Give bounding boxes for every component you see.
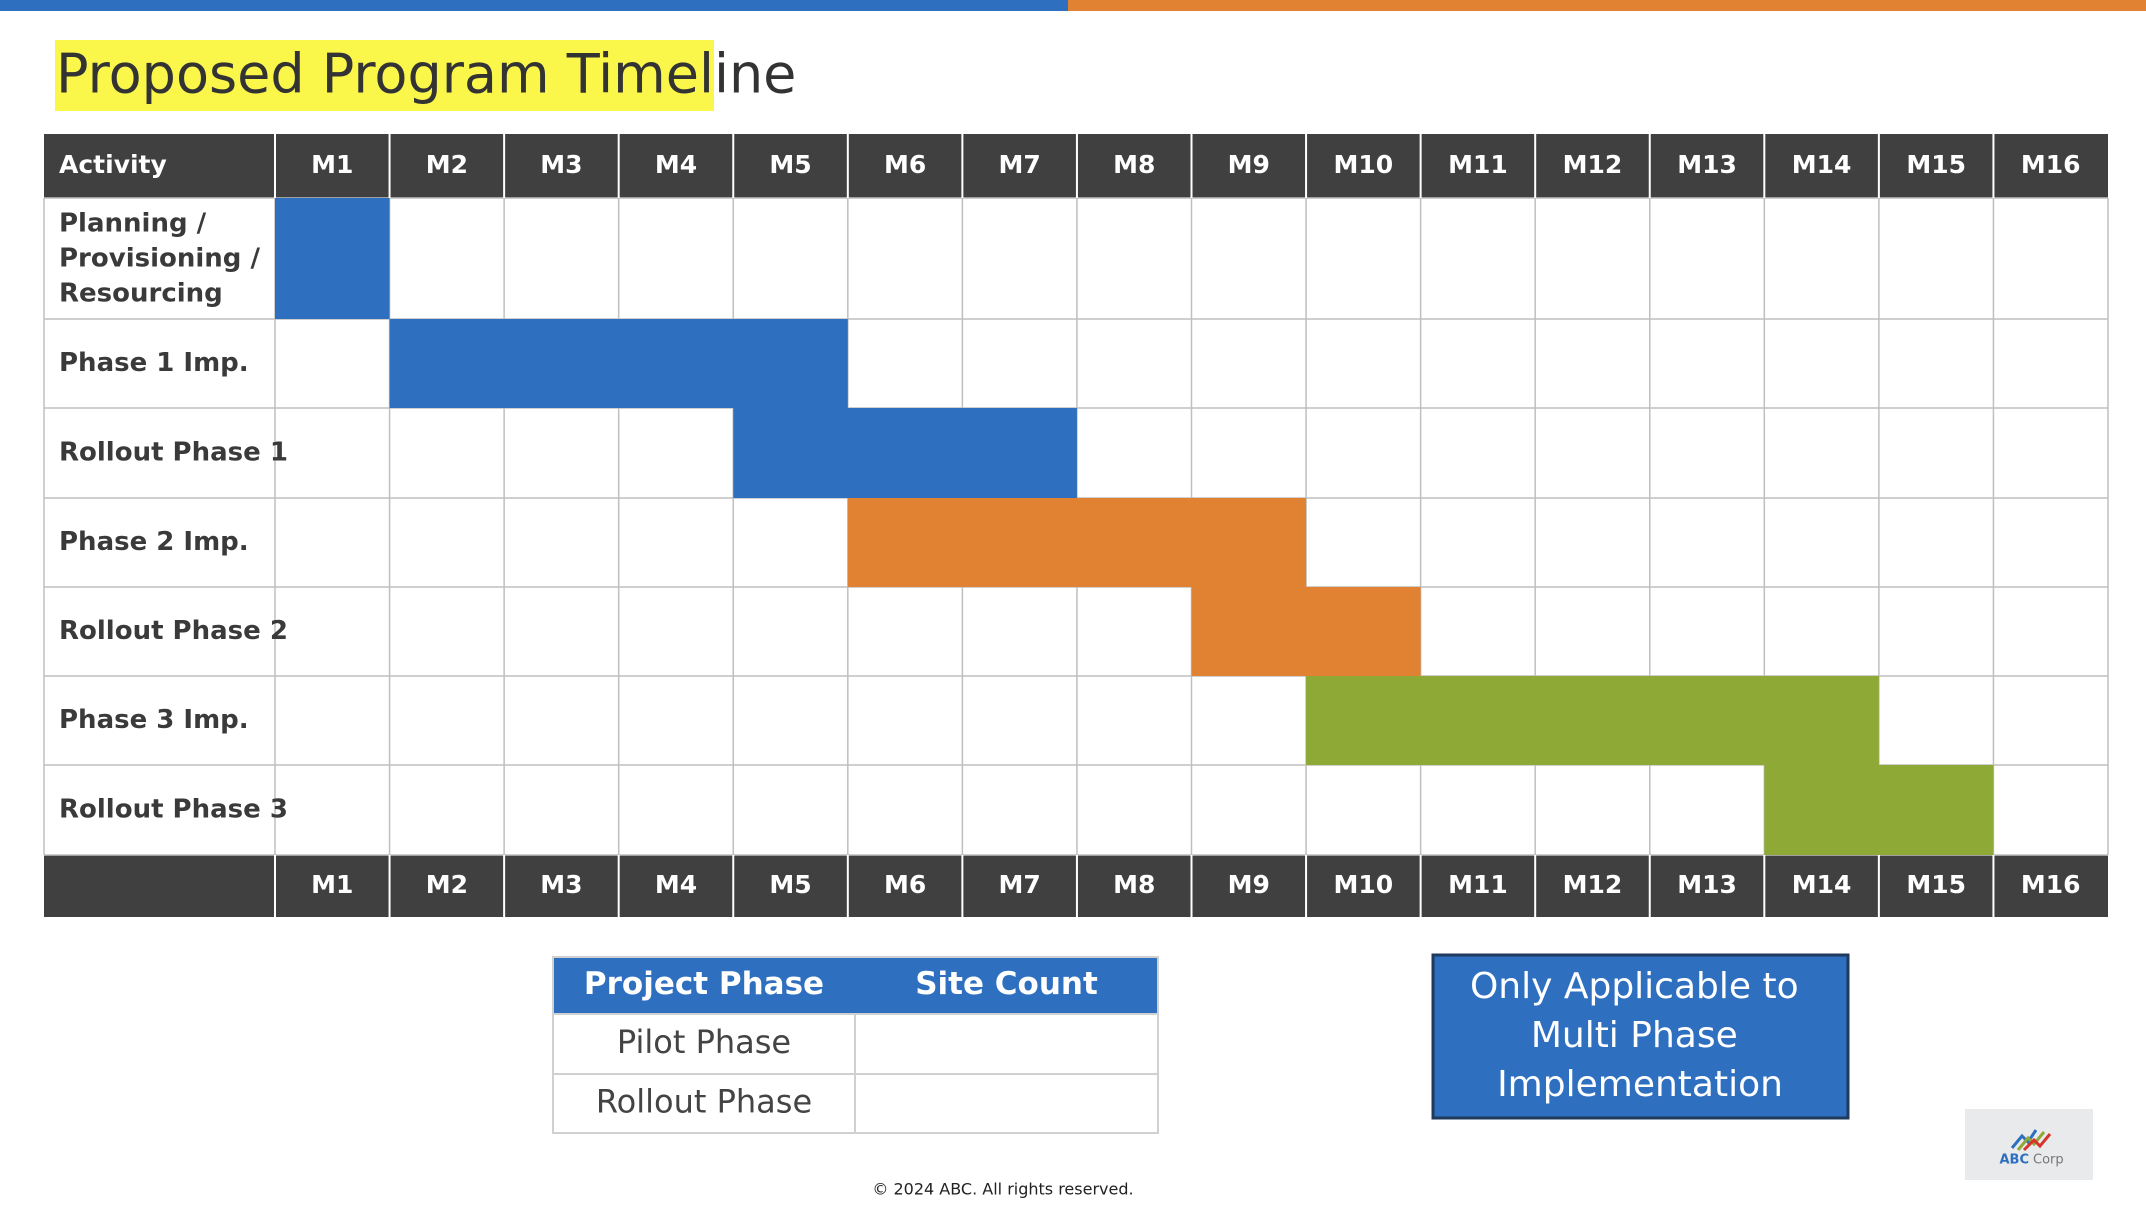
month-label-bottom: M16: [2021, 870, 2081, 899]
phase-name: Rollout Phase: [596, 1083, 812, 1121]
month-label-bottom: M11: [1448, 870, 1508, 899]
title-highlight: [55, 40, 714, 111]
month-label: M14: [1792, 150, 1852, 179]
month-label-bottom: M12: [1563, 870, 1623, 899]
gantt-bar: [847, 498, 1307, 587]
gantt-bar: [1306, 676, 1879, 765]
activity-label: Rollout Phase 1: [59, 438, 288, 468]
gantt-bar: [1764, 765, 1994, 855]
month-label: M15: [1906, 150, 1966, 179]
phase-table-header: [553, 957, 1158, 1014]
activity-label: Phase 2 Imp.: [59, 527, 249, 557]
month-label-bottom: M9: [1228, 870, 1270, 899]
month-label-bottom: M10: [1334, 870, 1394, 899]
month-label: M16: [2021, 150, 2081, 179]
month-label-bottom: M2: [426, 870, 468, 899]
activity-label: Phase 3 Imp.: [59, 705, 249, 735]
month-label: M2: [426, 150, 468, 179]
month-label-bottom: M15: [1906, 870, 1966, 899]
top-bar-blue: [0, 0, 1068, 11]
footer: © 2024 ABC. All rights reserved.: [872, 1180, 1133, 1199]
month-label: M13: [1677, 150, 1737, 179]
month-label-bottom: M4: [655, 870, 697, 899]
month-label: M9: [1228, 150, 1270, 179]
month-label: M7: [999, 150, 1041, 179]
month-label: M10: [1334, 150, 1394, 179]
gantt-bar: [733, 408, 1077, 498]
activity-label: Rollout Phase 2: [59, 616, 288, 646]
month-label: M3: [540, 150, 582, 179]
logo-brand: ABC: [1999, 1153, 2029, 1168]
activity-label: Planning / Provisioning / Resourcing: [59, 208, 269, 308]
top-bar-orange: [1068, 0, 2146, 11]
callout-box: [1431, 953, 1850, 1120]
logo-mark: [2010, 1129, 2052, 1152]
month-label-bottom: M13: [1677, 870, 1737, 899]
month-label: M4: [655, 150, 697, 179]
month-label-bottom: M8: [1113, 870, 1155, 899]
phase-table-cell: [552, 1013, 856, 1075]
phase-table-cell: [854, 1013, 1159, 1075]
gantt-bar: [275, 198, 390, 319]
month-label-bottom: M6: [884, 870, 926, 899]
activity-label: Phase 1 Imp.: [59, 348, 249, 378]
month-label-bottom: M7: [999, 870, 1041, 899]
month-label: M5: [769, 150, 811, 179]
phase-table-heading: Project Phase: [584, 966, 824, 1002]
phase-table-heading: Site Count: [915, 966, 1098, 1002]
phase-table-border: [552, 956, 1159, 1134]
month-label: M1: [311, 150, 353, 179]
activity-header: Activity: [59, 150, 167, 179]
gantt-bar: [1191, 587, 1421, 676]
month-label: M11: [1448, 150, 1508, 179]
logo-suffix: Corp: [2033, 1153, 2064, 1168]
gantt-bar: [389, 319, 848, 408]
month-label-bottom: M1: [311, 870, 353, 899]
month-label-bottom: M14: [1792, 870, 1852, 899]
phase-name: Pilot Phase: [617, 1023, 791, 1061]
month-label: M6: [884, 150, 926, 179]
activity-label: Rollout Phase 3: [59, 795, 288, 825]
month-label-bottom: M3: [540, 870, 582, 899]
month-label-bottom: M5: [769, 870, 811, 899]
month-label: M12: [1563, 150, 1623, 179]
phase-table-cell: [854, 1073, 1159, 1134]
month-label: M8: [1113, 150, 1155, 179]
callout-text: Only Applicable to Multi Phase Implement…: [1470, 966, 1810, 1105]
chart-title: Proposed Program Timeline: [56, 43, 796, 106]
